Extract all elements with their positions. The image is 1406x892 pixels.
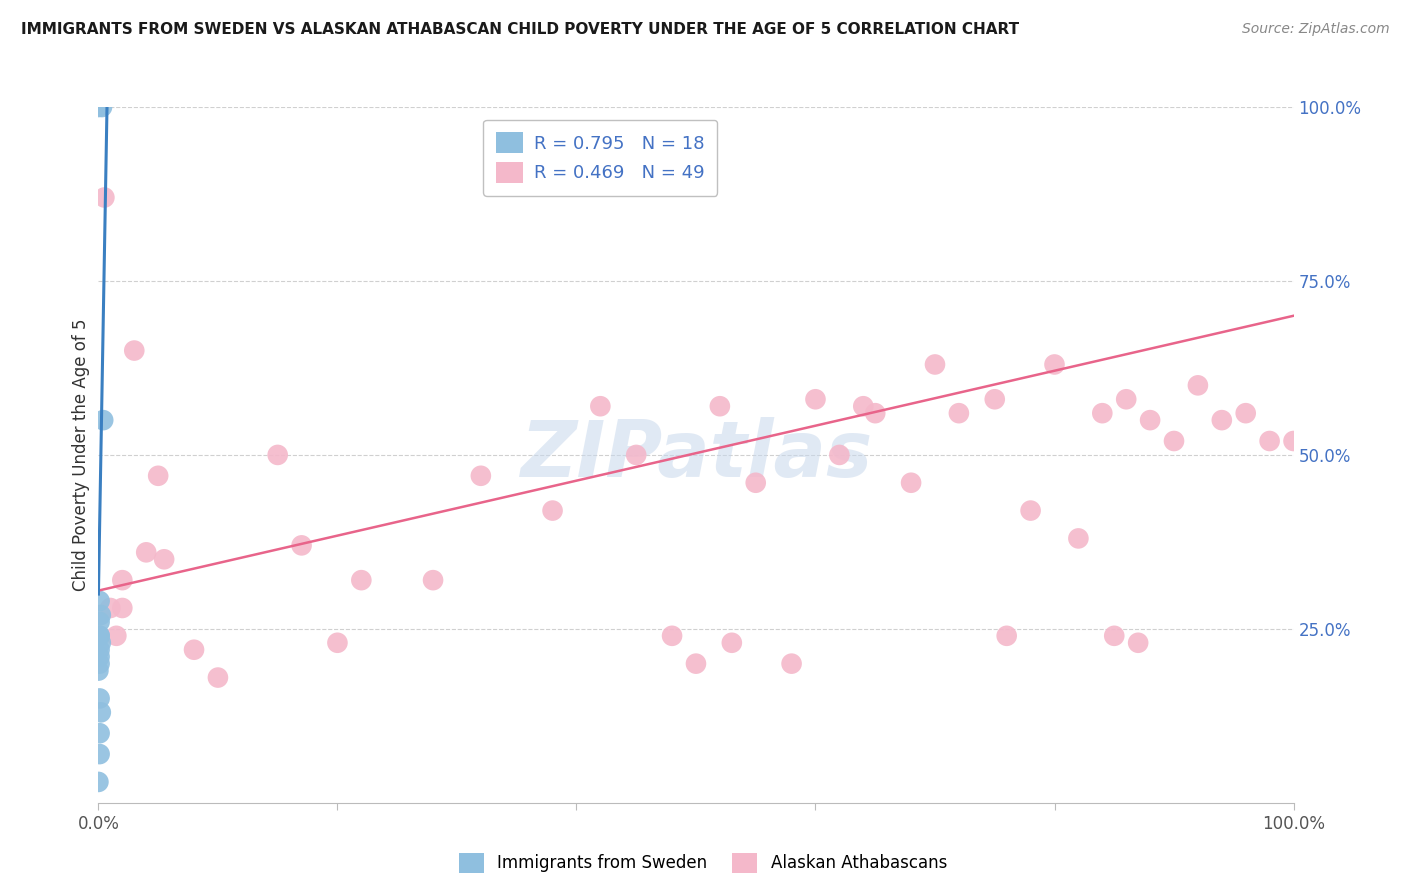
- Alaskan Athabascans: [948, 406, 970, 420]
- Legend: Immigrants from Sweden, Alaskan Athabascans: Immigrants from Sweden, Alaskan Athabasc…: [453, 847, 953, 880]
- Alaskan Athabascans: [124, 343, 146, 358]
- Immigrants from Sweden: [89, 691, 111, 706]
- Alaskan Athabascans: [267, 448, 290, 462]
- Alaskan Athabascans: [93, 190, 115, 204]
- Immigrants from Sweden: [89, 629, 111, 643]
- Alaskan Athabascans: [685, 657, 707, 671]
- Alaskan Athabascans: [1234, 406, 1257, 420]
- Y-axis label: Child Poverty Under the Age of 5: Child Poverty Under the Age of 5: [72, 318, 90, 591]
- Alaskan Athabascans: [1128, 636, 1150, 650]
- Alaskan Athabascans: [984, 392, 1007, 407]
- Alaskan Athabascans: [135, 545, 157, 559]
- Alaskan Athabascans: [780, 657, 803, 671]
- Immigrants from Sweden: [91, 100, 114, 114]
- Alaskan Athabascans: [105, 629, 128, 643]
- Alaskan Athabascans: [326, 636, 349, 650]
- Immigrants from Sweden: [90, 636, 112, 650]
- Immigrants from Sweden: [89, 747, 111, 761]
- Alaskan Athabascans: [350, 573, 373, 587]
- Immigrants from Sweden: [89, 629, 111, 643]
- Text: Source: ZipAtlas.com: Source: ZipAtlas.com: [1241, 22, 1389, 37]
- Immigrants from Sweden: [87, 100, 110, 114]
- Alaskan Athabascans: [1163, 434, 1185, 448]
- Alaskan Athabascans: [1187, 378, 1209, 392]
- Alaskan Athabascans: [745, 475, 768, 490]
- Alaskan Athabascans: [709, 399, 731, 413]
- Alaskan Athabascans: [828, 448, 851, 462]
- Alaskan Athabascans: [541, 503, 564, 517]
- Immigrants from Sweden: [87, 664, 110, 678]
- Immigrants from Sweden: [89, 726, 111, 740]
- Alaskan Athabascans: [589, 399, 612, 413]
- Alaskan Athabascans: [804, 392, 827, 407]
- Text: ZIPatlas: ZIPatlas: [520, 417, 872, 493]
- Alaskan Athabascans: [1043, 358, 1066, 372]
- Immigrants from Sweden: [90, 706, 112, 720]
- Alaskan Athabascans: [422, 573, 444, 587]
- Alaskan Athabascans: [1019, 503, 1042, 517]
- Alaskan Athabascans: [470, 468, 492, 483]
- Legend: R = 0.795   N = 18, R = 0.469   N = 49: R = 0.795 N = 18, R = 0.469 N = 49: [484, 120, 717, 195]
- Immigrants from Sweden: [89, 642, 111, 657]
- Alaskan Athabascans: [1258, 434, 1281, 448]
- Alaskan Athabascans: [626, 448, 648, 462]
- Immigrants from Sweden: [89, 615, 111, 629]
- Alaskan Athabascans: [111, 601, 134, 615]
- Alaskan Athabascans: [721, 636, 744, 650]
- Alaskan Athabascans: [1115, 392, 1137, 407]
- Immigrants from Sweden: [89, 649, 111, 664]
- Alaskan Athabascans: [1139, 413, 1161, 427]
- Immigrants from Sweden: [87, 775, 110, 789]
- Alaskan Athabascans: [1104, 629, 1126, 643]
- Alaskan Athabascans: [153, 552, 176, 566]
- Immigrants from Sweden: [89, 594, 111, 608]
- Alaskan Athabascans: [1067, 532, 1090, 546]
- Alaskan Athabascans: [865, 406, 887, 420]
- Alaskan Athabascans: [1091, 406, 1114, 420]
- Alaskan Athabascans: [148, 468, 170, 483]
- Alaskan Athabascans: [1211, 413, 1233, 427]
- Alaskan Athabascans: [852, 399, 875, 413]
- Alaskan Athabascans: [1282, 434, 1305, 448]
- Alaskan Athabascans: [207, 671, 229, 685]
- Text: IMMIGRANTS FROM SWEDEN VS ALASKAN ATHABASCAN CHILD POVERTY UNDER THE AGE OF 5 CO: IMMIGRANTS FROM SWEDEN VS ALASKAN ATHABA…: [21, 22, 1019, 37]
- Alaskan Athabascans: [661, 629, 683, 643]
- Immigrants from Sweden: [89, 657, 111, 671]
- Immigrants from Sweden: [90, 607, 112, 622]
- Alaskan Athabascans: [900, 475, 922, 490]
- Alaskan Athabascans: [111, 573, 134, 587]
- Alaskan Athabascans: [98, 601, 122, 615]
- Alaskan Athabascans: [995, 629, 1018, 643]
- Alaskan Athabascans: [291, 538, 314, 552]
- Alaskan Athabascans: [924, 358, 946, 372]
- Alaskan Athabascans: [183, 642, 205, 657]
- Immigrants from Sweden: [91, 413, 114, 427]
